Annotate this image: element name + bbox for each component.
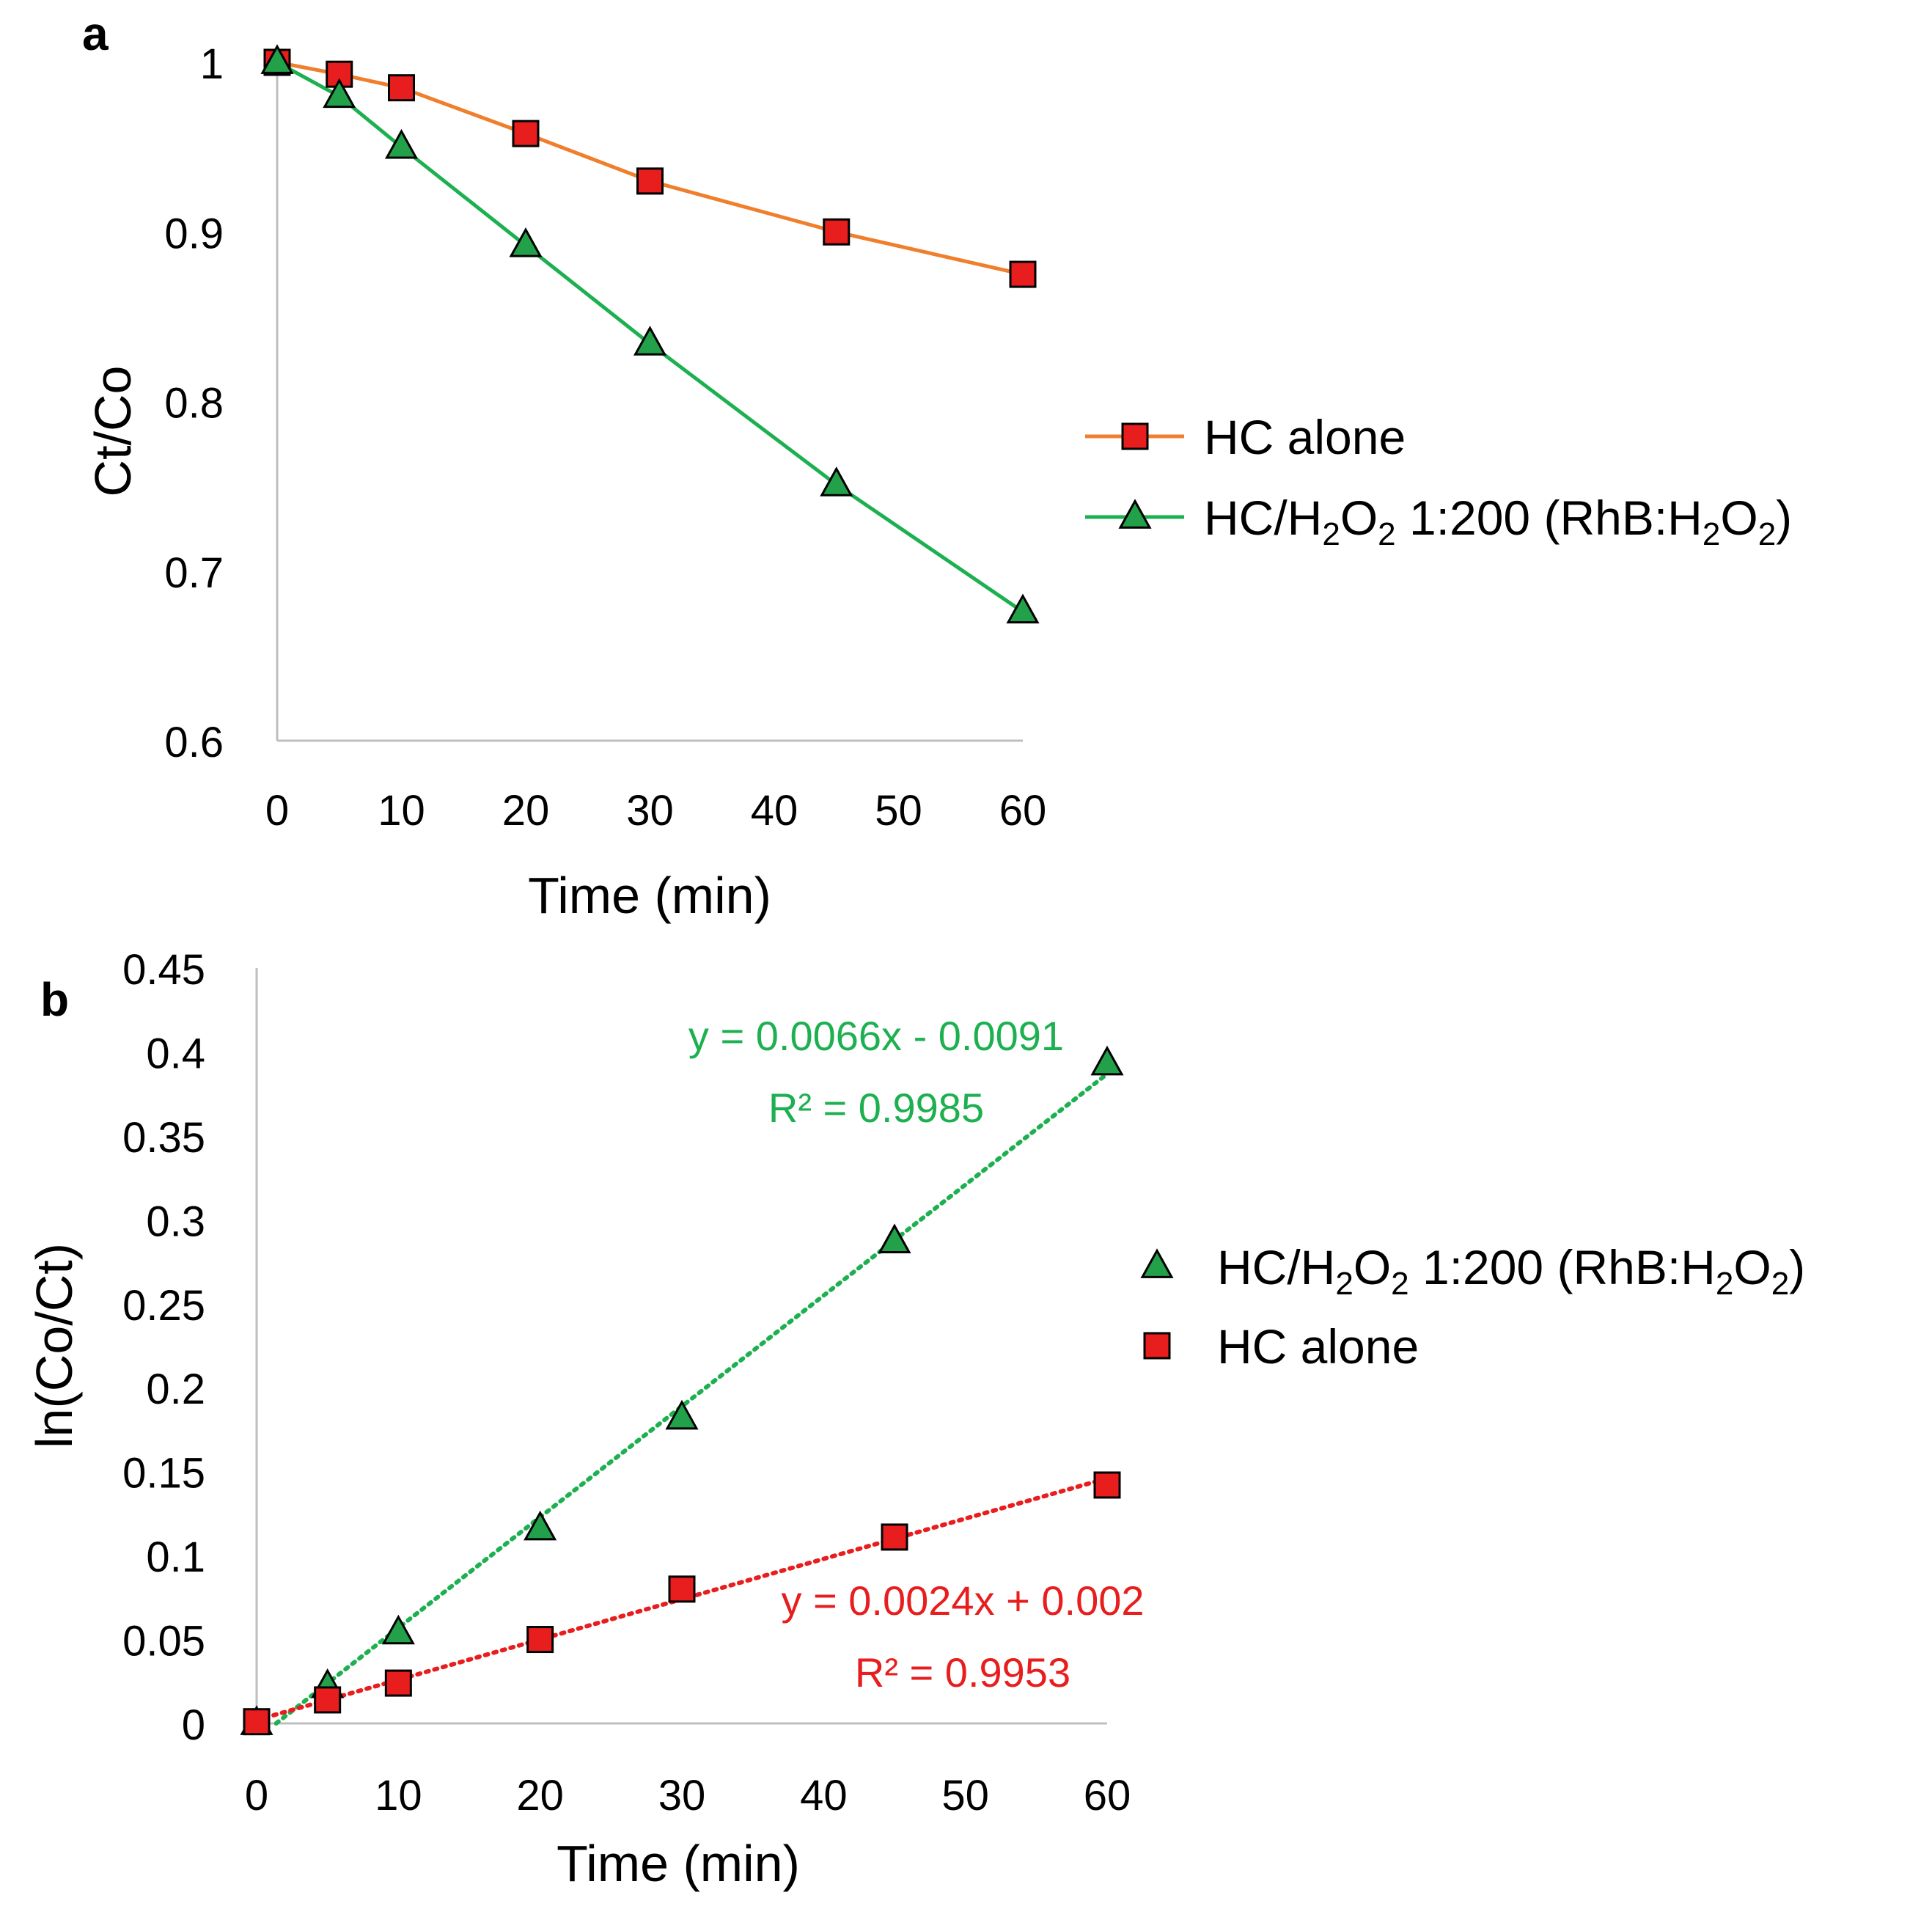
panel-b-y-tick-label: 0.3 bbox=[146, 1198, 205, 1245]
panel-a-y-tick-labels: 1 0.9 0.8 0.7 0.6 bbox=[164, 40, 224, 766]
panel-b-point-hc-alone bbox=[1093, 1471, 1121, 1499]
panel-a-point-hc-alone bbox=[388, 74, 415, 102]
panel-a-legend-marker bbox=[1121, 422, 1149, 450]
panel-b-point-hc-h2o2 bbox=[878, 1223, 911, 1253]
panel-a-y-tick-label: 0.6 bbox=[164, 719, 224, 766]
panel-b-point-hc-h2o2 bbox=[665, 1399, 699, 1430]
panel-a-y-tick-label: 1 bbox=[200, 40, 224, 88]
panel-b-legend-marker bbox=[1140, 1248, 1174, 1278]
panel-b-x-tick-labels: 0 10 20 30 40 50 60 bbox=[245, 1772, 1131, 1819]
panel-a-x-tick-label: 30 bbox=[626, 787, 674, 835]
panel-a-plot-area bbox=[260, 44, 1040, 624]
panel-a-y-tick-label: 0.7 bbox=[164, 549, 224, 597]
panel-b-y-tick-label: 0.35 bbox=[122, 1114, 205, 1162]
panel-b-y-tick-label: 0.05 bbox=[122, 1618, 205, 1665]
panel-a-y-tick-label: 0.8 bbox=[164, 380, 224, 428]
panel-b-x-tick-label: 40 bbox=[800, 1772, 848, 1819]
panel-b-plot-area bbox=[240, 1045, 1124, 1736]
panel-b-point-hc-alone bbox=[526, 1626, 554, 1654]
panel-b-x-tick-label: 10 bbox=[375, 1772, 422, 1819]
panel-a-point-hc-alone bbox=[512, 120, 540, 147]
panel-b-x-tick-label: 30 bbox=[658, 1772, 706, 1819]
panel-b-red-fit-equation: y = 0.0024x + 0.002 bbox=[781, 1577, 1144, 1624]
panel-b-point-hc-alone bbox=[243, 1708, 271, 1736]
panel-b-y-tick-label: 0.1 bbox=[146, 1533, 205, 1581]
panel-b-x-tick-label: 0 bbox=[245, 1772, 268, 1819]
panel-a-x-axis-title: Time (min) bbox=[528, 867, 771, 924]
panel-a-chart: a 1 0.9 0.8 0.7 0.6 0 10 20 30 40 50 60 Time (min)… bbox=[82, 7, 1792, 924]
panel-a-point-hc-alone bbox=[636, 167, 664, 195]
panel-a-point-hc-h2o2 bbox=[820, 466, 853, 496]
panel-b-y-tick-label: 0.2 bbox=[146, 1366, 205, 1413]
panel-b-legend-label: HC alone bbox=[1217, 1319, 1419, 1374]
panel-a-point-hc-h2o2 bbox=[509, 227, 543, 257]
panel-a-legend: HC alone HC/H2O2 1:200 (RhB:H2O2) bbox=[1085, 410, 1792, 552]
panel-a-y-tick-label: 0.9 bbox=[164, 210, 224, 257]
panel-a-x-tick-label: 60 bbox=[999, 787, 1047, 835]
panel-a-x-tick-label: 0 bbox=[265, 787, 289, 835]
panel-b-x-axis-title: Time (min) bbox=[557, 1835, 800, 1892]
panel-b-trendline bbox=[273, 1071, 1109, 1726]
panel-b-point-hc-alone bbox=[384, 1669, 412, 1697]
panel-b-y-tick-label: 0.45 bbox=[122, 946, 205, 994]
panel-b-point-hc-alone bbox=[881, 1523, 908, 1551]
panel-a-legend-label: HC/H2O2 1:200 (RhB:H2O2) bbox=[1204, 491, 1792, 552]
panel-b-y-tick-label: 0.25 bbox=[122, 1282, 205, 1330]
panel-a-point-hc-h2o2 bbox=[1006, 593, 1040, 624]
panel-b-red-fit-r2: R² = 0.9953 bbox=[855, 1649, 1070, 1696]
panel-a-point-hc-h2o2 bbox=[384, 128, 419, 159]
panel-a-legend-marker bbox=[1118, 499, 1152, 529]
panel-a-x-tick-label: 20 bbox=[502, 787, 550, 835]
panel-b-x-tick-label: 20 bbox=[516, 1772, 564, 1819]
panel-a-y-axis-title: Ct/Co bbox=[84, 366, 142, 497]
panel-b-legend-label: HC/H2O2 1:200 (RhB:H2O2) bbox=[1217, 1240, 1805, 1302]
panel-b-legend: HC/H2O2 1:200 (RhB:H2O2) HC alone bbox=[1140, 1240, 1805, 1374]
panel-a-point-hc-h2o2 bbox=[260, 44, 294, 74]
panel-b-point-hc-h2o2 bbox=[524, 1510, 557, 1541]
panel-a-x-tick-label: 50 bbox=[875, 787, 922, 835]
panel-b-x-tick-label: 60 bbox=[1084, 1772, 1131, 1819]
panel-b-y-tick-label: 0.4 bbox=[146, 1030, 205, 1077]
panel-b-green-fit-r2: R² = 0.9985 bbox=[768, 1085, 984, 1131]
panel-b-point-hc-alone bbox=[668, 1575, 696, 1603]
panel-b-x-tick-label: 50 bbox=[941, 1772, 989, 1819]
panel-b-point-hc-h2o2 bbox=[1090, 1045, 1124, 1076]
panel-b-point-hc-alone bbox=[314, 1686, 342, 1714]
panel-a-x-tick-label: 40 bbox=[751, 787, 798, 835]
panel-b-y-tick-labels: 0.45 0.4 0.35 0.3 0.25 0.2 0.15 0.1 0.05 0 bbox=[122, 946, 205, 1749]
panel-a-point-hc-alone bbox=[823, 218, 851, 246]
panel-b-chart: b 0.45 0.4 0.35 0.3 0.25 0.2 0.15 0.1 0.05 0 0 10 2… bbox=[26, 946, 1805, 1892]
panel-b-legend-marker bbox=[1143, 1332, 1171, 1360]
panel-a-point-hc-h2o2 bbox=[633, 326, 667, 356]
panel-a-point-hc-alone bbox=[1009, 260, 1037, 288]
panel-b-label: b bbox=[40, 973, 69, 1026]
panel-b-y-tick-label: 0 bbox=[182, 1701, 205, 1749]
panel-b-green-fit-equation: y = 0.0066x - 0.0091 bbox=[688, 1013, 1064, 1059]
panel-a-label: a bbox=[82, 7, 109, 60]
panel-a-x-tick-label: 10 bbox=[378, 787, 425, 835]
panel-b-y-axis-title: ln(Co/Ct) bbox=[26, 1243, 83, 1448]
panel-b-point-hc-h2o2 bbox=[381, 1614, 415, 1645]
panel-a-x-tick-labels: 0 10 20 30 40 50 60 bbox=[265, 787, 1046, 835]
panel-b-y-tick-label: 0.15 bbox=[122, 1450, 205, 1498]
panel-a-legend-label: HC alone bbox=[1204, 410, 1406, 464]
panel-a-point-hc-h2o2 bbox=[323, 78, 356, 109]
